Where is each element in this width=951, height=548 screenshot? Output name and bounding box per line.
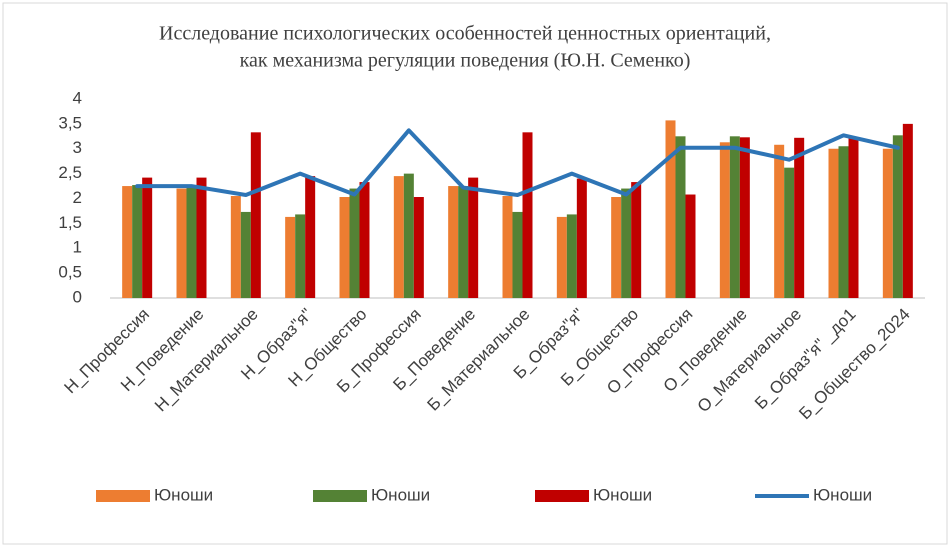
- y-tick-label: 3,5: [58, 113, 82, 132]
- bar: [611, 197, 622, 298]
- legend-label: Юноши: [813, 485, 872, 504]
- y-tick-label: 1: [73, 238, 82, 257]
- legend-swatch: [535, 490, 589, 502]
- y-tick-label: 2: [73, 188, 82, 207]
- bar: [794, 137, 805, 298]
- bar: [295, 214, 306, 298]
- bar: [305, 176, 316, 298]
- y-tick-label: 1,5: [58, 213, 82, 232]
- bar: [621, 188, 632, 298]
- bar: [502, 196, 513, 298]
- bar: [339, 197, 350, 298]
- bar: [675, 136, 686, 298]
- legend-label: Юноши: [593, 485, 652, 504]
- bar: [739, 137, 750, 298]
- bar: [774, 144, 785, 298]
- bar: [512, 211, 523, 298]
- bar: [522, 132, 533, 298]
- bar: [393, 176, 404, 298]
- bar: [349, 188, 360, 298]
- bar: [848, 137, 859, 298]
- bar: [176, 188, 187, 298]
- bar: [685, 194, 696, 298]
- y-tick-label: 3: [73, 138, 82, 157]
- bar: [240, 211, 251, 298]
- bar: [902, 123, 913, 298]
- bar: [892, 135, 903, 298]
- bar: [250, 132, 261, 298]
- legend-label: Юноши: [371, 485, 430, 504]
- bar: [122, 186, 133, 298]
- chart-title: как механизма регуляции поведения (Ю.Н. …: [240, 50, 691, 72]
- bar: [719, 142, 730, 298]
- y-tick-label: 0,5: [58, 263, 82, 282]
- bar: [458, 186, 469, 298]
- bar: [142, 177, 153, 298]
- bar: [729, 136, 740, 298]
- bar: [230, 196, 241, 298]
- y-tick-label: 2,5: [58, 163, 82, 182]
- y-tick-label: 4: [73, 88, 82, 107]
- legend-swatch: [96, 490, 150, 502]
- bar: [186, 186, 197, 298]
- bar: [413, 197, 424, 298]
- bar: [784, 167, 795, 298]
- bar: [359, 182, 370, 298]
- bar: [665, 120, 676, 298]
- line-series: [135, 128, 900, 198]
- chart-title: Исследование психологических особенносте…: [159, 23, 771, 45]
- bar: [285, 216, 296, 298]
- bar: [838, 146, 849, 298]
- bar: [448, 186, 459, 298]
- bar: [403, 173, 414, 298]
- bar: [132, 185, 143, 298]
- legend-label: Юноши: [154, 485, 213, 504]
- bar: [468, 177, 479, 298]
- bar: [556, 216, 567, 298]
- legend-swatch: [313, 490, 367, 502]
- bar: [882, 148, 893, 298]
- bar: [828, 148, 839, 298]
- bar: [566, 214, 577, 298]
- y-tick-label: 0: [73, 287, 82, 306]
- bar: [196, 177, 207, 298]
- bar: [576, 178, 587, 298]
- bar: [631, 182, 642, 298]
